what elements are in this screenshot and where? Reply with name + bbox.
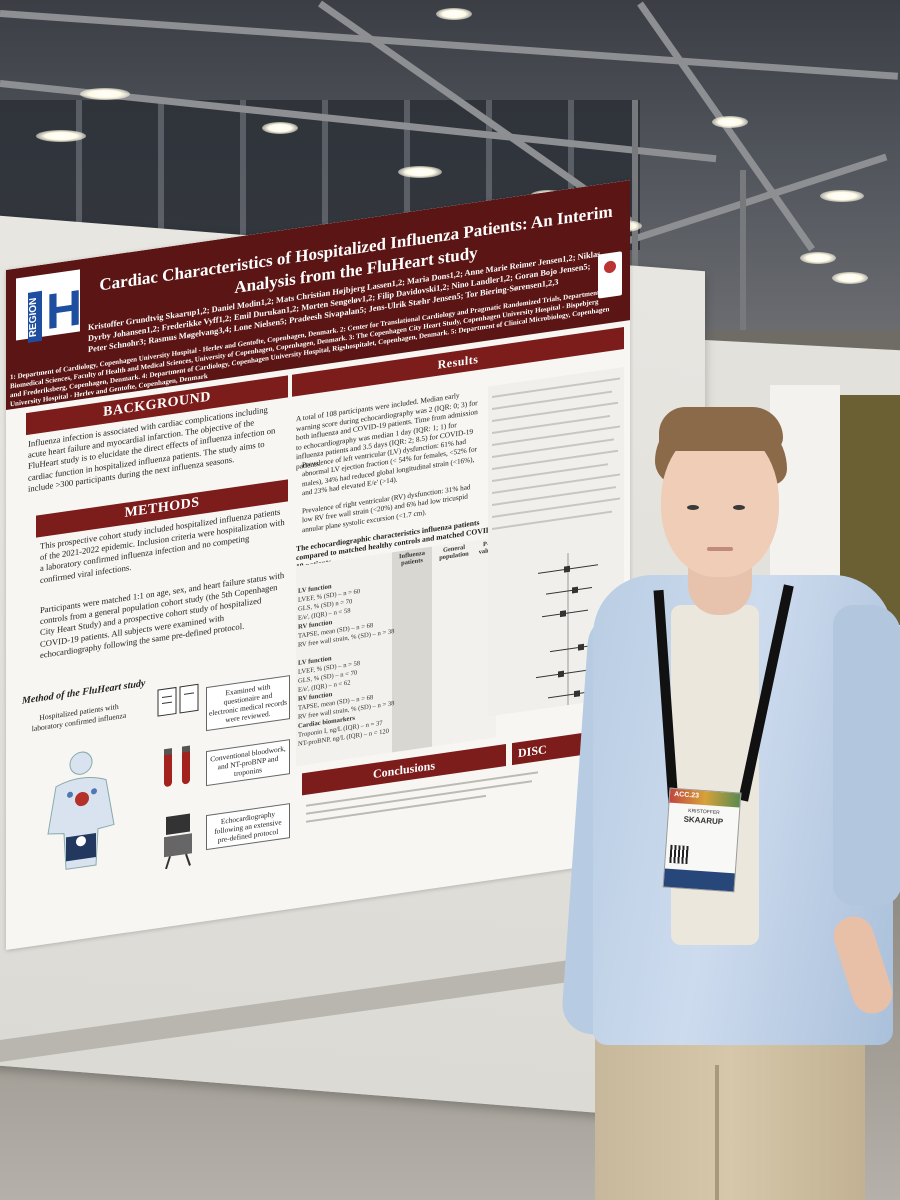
column	[632, 100, 638, 330]
eye-right	[733, 505, 745, 510]
hair-top	[659, 407, 783, 451]
truss	[0, 10, 899, 80]
step-questionnaire: Examined with questionaire and electroni…	[206, 675, 290, 732]
results-table: Influenza patients General population P-…	[296, 537, 496, 767]
region-h-logo: REGION H	[16, 269, 83, 343]
ceiling-light	[820, 190, 864, 202]
blood-tube-icon	[164, 745, 190, 787]
patients-label: Hospitalized patients with laboratory co…	[31, 701, 127, 733]
mouth	[707, 547, 733, 551]
table-line	[492, 377, 620, 398]
presenter	[560, 405, 900, 1200]
clipboard-icon	[157, 683, 199, 717]
patient-body-icon	[47, 751, 115, 870]
ceiling-light	[800, 252, 836, 264]
ceiling-light	[712, 116, 748, 128]
neighbor-poster	[770, 385, 840, 605]
ceiling-light	[80, 88, 130, 100]
column	[740, 170, 746, 330]
echo-machine-icon	[164, 813, 192, 870]
shirt-sleeve-right	[833, 605, 900, 905]
step-bloodwork: Conventional bloodwork, and NT-proBNP an…	[206, 739, 290, 787]
ceiling-light	[36, 130, 86, 142]
ceiling-light	[262, 122, 298, 134]
table-header-general: General population	[439, 543, 469, 562]
badge-footer	[663, 868, 735, 892]
ceiling-light	[398, 166, 442, 178]
pants-seam	[715, 1065, 719, 1200]
conference-badge: ACC.23 KRISTOFFER SKAARUP	[662, 787, 742, 893]
ceiling-light	[832, 272, 868, 284]
eye-left	[687, 505, 699, 510]
ceiling-light	[436, 8, 472, 20]
conclusions-text-lines	[306, 771, 538, 823]
logo-h-letter: H	[46, 279, 83, 341]
institution-badge	[598, 251, 622, 299]
logo-region-text: REGION	[28, 290, 42, 343]
methods-text-2: Participants were matched 1:1 on age, se…	[40, 569, 285, 660]
qr-code-icon	[669, 844, 689, 865]
research-poster: REGION H Cardiac Characteristics of Hosp…	[6, 180, 630, 951]
step-echocardiography: Echocardiography following an extensive …	[206, 803, 290, 851]
badge-dot-icon	[604, 260, 616, 274]
table-shade	[392, 546, 432, 753]
